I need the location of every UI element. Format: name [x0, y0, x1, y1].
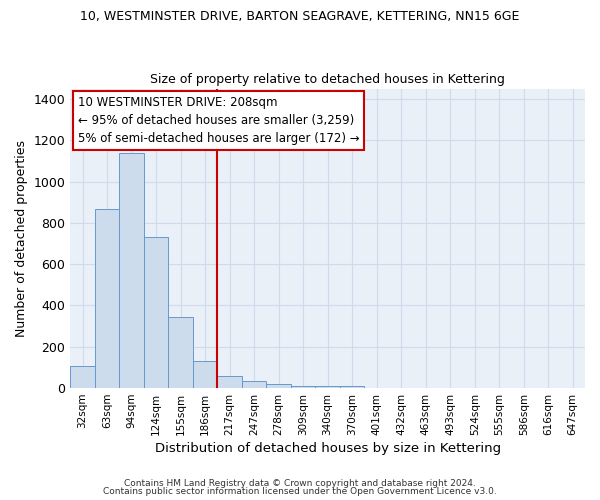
- Text: Contains public sector information licensed under the Open Government Licence v3: Contains public sector information licen…: [103, 487, 497, 496]
- Text: Contains HM Land Registry data © Crown copyright and database right 2024.: Contains HM Land Registry data © Crown c…: [124, 478, 476, 488]
- Text: 10, WESTMINSTER DRIVE, BARTON SEAGRAVE, KETTERING, NN15 6GE: 10, WESTMINSTER DRIVE, BARTON SEAGRAVE, …: [80, 10, 520, 23]
- Bar: [70, 366, 95, 388]
- Y-axis label: Number of detached properties: Number of detached properties: [15, 140, 28, 337]
- Bar: [340, 386, 364, 388]
- Bar: [169, 317, 193, 388]
- Bar: [119, 152, 144, 388]
- Text: 10 WESTMINSTER DRIVE: 208sqm
← 95% of detached houses are smaller (3,259)
5% of : 10 WESTMINSTER DRIVE: 208sqm ← 95% of de…: [78, 96, 359, 145]
- Bar: [95, 210, 119, 388]
- Bar: [291, 386, 316, 388]
- Bar: [316, 386, 340, 388]
- Title: Size of property relative to detached houses in Kettering: Size of property relative to detached ho…: [150, 73, 505, 86]
- Bar: [144, 238, 169, 388]
- Bar: [193, 361, 217, 388]
- Bar: [266, 384, 291, 388]
- Bar: [217, 376, 242, 388]
- X-axis label: Distribution of detached houses by size in Kettering: Distribution of detached houses by size …: [155, 442, 501, 455]
- Bar: [242, 382, 266, 388]
